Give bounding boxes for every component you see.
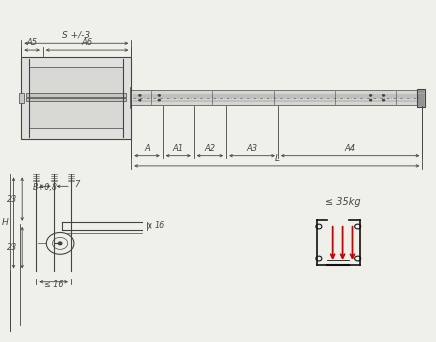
Bar bbox=[29, 67, 123, 129]
Text: A5: A5 bbox=[27, 38, 37, 47]
Bar bbox=[27, 93, 126, 97]
Circle shape bbox=[369, 94, 372, 97]
Text: A: A bbox=[144, 144, 150, 153]
Text: 23: 23 bbox=[7, 195, 17, 203]
Circle shape bbox=[138, 99, 142, 102]
Text: A6: A6 bbox=[82, 38, 92, 47]
Circle shape bbox=[382, 94, 385, 97]
Bar bbox=[27, 98, 126, 101]
Bar bbox=[131, 90, 422, 105]
Circle shape bbox=[369, 99, 372, 102]
Circle shape bbox=[382, 99, 385, 102]
Text: L: L bbox=[274, 154, 279, 163]
Bar bbox=[19, 93, 24, 103]
Text: 23: 23 bbox=[7, 243, 17, 252]
Bar bbox=[417, 89, 425, 107]
Text: A2: A2 bbox=[204, 144, 215, 153]
Circle shape bbox=[157, 99, 161, 102]
Text: 7: 7 bbox=[75, 181, 80, 189]
Text: H: H bbox=[2, 219, 8, 227]
Circle shape bbox=[138, 94, 142, 97]
Text: ≤ 16: ≤ 16 bbox=[44, 280, 63, 289]
Text: A4: A4 bbox=[344, 144, 356, 153]
Text: A1: A1 bbox=[173, 144, 184, 153]
Text: B+0,8: B+0,8 bbox=[33, 183, 58, 193]
Bar bbox=[21, 57, 131, 139]
Circle shape bbox=[157, 94, 161, 97]
Circle shape bbox=[58, 242, 62, 245]
Text: 16: 16 bbox=[154, 221, 164, 231]
Text: S +/-3: S +/-3 bbox=[62, 31, 90, 40]
Text: A3: A3 bbox=[246, 144, 258, 153]
Text: ≤ 35kg: ≤ 35kg bbox=[325, 197, 361, 207]
